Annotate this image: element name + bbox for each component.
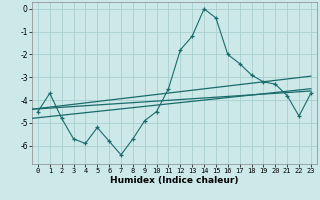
- X-axis label: Humidex (Indice chaleur): Humidex (Indice chaleur): [110, 176, 239, 185]
